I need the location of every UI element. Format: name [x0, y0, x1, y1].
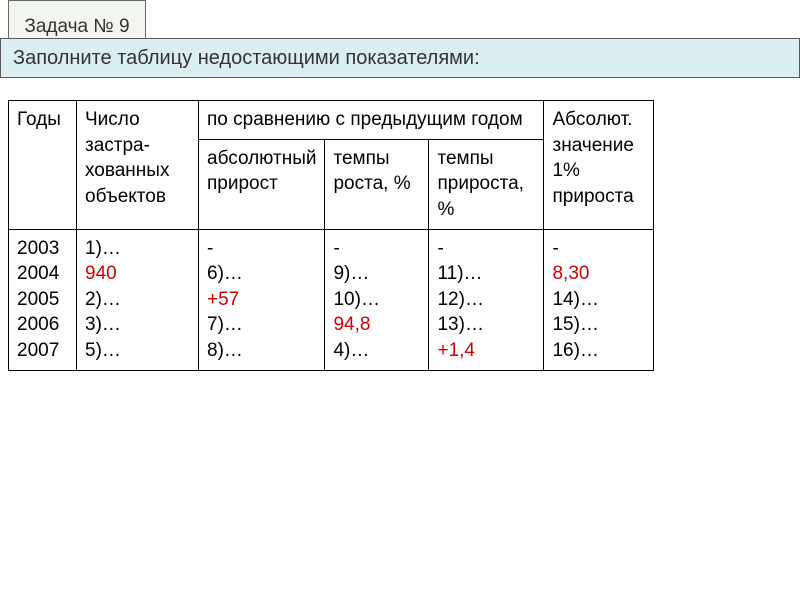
table-data-row: 20032004200520062007 1)…9402)…3)…5)… -6)… — [9, 229, 654, 370]
header-increase-rate: темпы прироста, % — [429, 139, 544, 229]
header-growth-rate: темпы роста, % — [325, 139, 429, 229]
cell-increase-rate: -11)…12)…13)…+1,4 — [429, 229, 544, 370]
cell-growth-rate: -9)…10)…94,84)… — [325, 229, 429, 370]
cell-abs-increase: -6)…+577)…8)… — [199, 229, 325, 370]
header-compared-group: по сравнению с предыдущим годом — [199, 101, 544, 140]
cell-abs-1pct: -8,3014)…15)…16)… — [544, 229, 654, 370]
table-header-row-1: Годы Число застра-хованных объектов по с… — [9, 101, 654, 140]
header-abs-1pct: Абсолют. значение 1% прироста — [544, 101, 654, 230]
instruction-bar: Заполните таблицу недостающими показател… — [0, 38, 800, 78]
header-num-objects: Число застра-хованных объектов — [77, 101, 199, 230]
cell-num-objects: 1)…9402)…3)…5)… — [77, 229, 199, 370]
header-abs-increase: абсолютный прирост — [199, 139, 325, 229]
data-table: Годы Число застра-хованных объектов по с… — [8, 100, 654, 371]
cell-years: 20032004200520062007 — [9, 229, 77, 370]
header-years: Годы — [9, 101, 77, 230]
